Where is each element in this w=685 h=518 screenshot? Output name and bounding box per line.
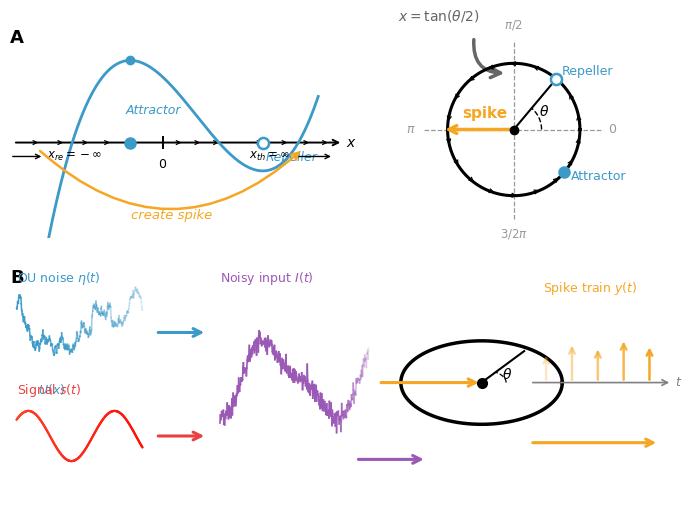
Text: $x_{th} = \infty$: $x_{th} = \infty$: [249, 150, 290, 163]
Text: $x_{re} = -\infty$: $x_{re} = -\infty$: [47, 150, 103, 163]
Text: Repeller: Repeller: [266, 151, 318, 164]
Text: B: B: [10, 269, 24, 287]
Text: $U(x)$: $U(x)$: [38, 382, 65, 397]
Text: $x$: $x$: [346, 136, 357, 150]
Text: OU noise $\eta(t)$: OU noise $\eta(t)$: [16, 270, 100, 287]
Text: $\pi/2$: $\pi/2$: [504, 18, 523, 32]
Text: Spike train $y(t)$: Spike train $y(t)$: [543, 280, 637, 297]
Text: $0$: $0$: [608, 123, 617, 136]
Text: $x = \tan(\theta/2)$: $x = \tan(\theta/2)$: [398, 8, 479, 24]
Text: Signal $s(t)$: Signal $s(t)$: [16, 382, 81, 399]
Text: $3/2\pi$: $3/2\pi$: [500, 227, 527, 241]
FancyArrowPatch shape: [474, 39, 501, 78]
Text: 0: 0: [158, 158, 166, 171]
Text: $\theta$: $\theta$: [502, 367, 512, 382]
Text: A: A: [10, 30, 24, 48]
Text: Repeller: Repeller: [562, 65, 613, 79]
Text: $\theta$: $\theta$: [539, 104, 549, 119]
Text: Attractor: Attractor: [125, 104, 181, 117]
Text: create spike: create spike: [132, 209, 212, 222]
Text: $\pi$: $\pi$: [406, 123, 416, 136]
Text: spike: spike: [462, 106, 508, 121]
Text: Attractor: Attractor: [571, 170, 627, 183]
Text: Noisy input $I(t)$: Noisy input $I(t)$: [220, 270, 314, 287]
Text: $t$: $t$: [675, 376, 682, 389]
